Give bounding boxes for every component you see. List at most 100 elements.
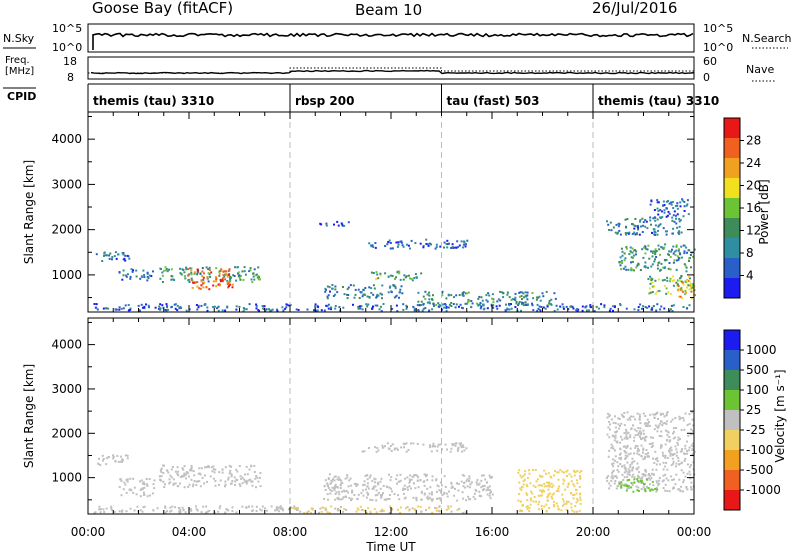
heatmap-cell xyxy=(678,248,680,251)
heatmap-cell xyxy=(657,484,660,487)
heatmap-cell xyxy=(649,489,652,492)
heatmap-cell xyxy=(470,481,473,484)
heatmap-cell xyxy=(682,481,685,484)
heatmap-cell xyxy=(371,487,374,490)
heatmap-cell xyxy=(670,203,673,206)
heatmap-cell xyxy=(663,284,666,287)
heatmap-cell xyxy=(675,427,677,429)
heatmap-cell xyxy=(252,509,255,512)
heatmap-cell xyxy=(618,418,621,420)
heatmap-cell xyxy=(666,490,669,492)
heatmap-cell xyxy=(109,252,112,255)
heatmap-cell xyxy=(249,478,252,481)
heatmap-cell xyxy=(525,483,528,486)
heatmap-cell xyxy=(162,480,165,483)
heatmap-cell xyxy=(222,270,225,273)
heatmap-cell xyxy=(637,432,640,435)
heatmap-cell xyxy=(480,486,483,489)
heatmap-cell xyxy=(221,279,224,282)
heatmap-cell xyxy=(579,498,582,501)
heatmap-cell xyxy=(678,230,681,233)
heatmap-cell xyxy=(621,250,624,253)
heatmap-cell xyxy=(226,273,229,276)
heatmap-cell xyxy=(475,481,478,484)
heatmap-cell xyxy=(654,279,657,282)
heatmap-cell xyxy=(492,301,495,304)
heatmap-cell xyxy=(318,511,320,514)
heatmap-cell xyxy=(405,304,408,307)
heatmap-cell xyxy=(187,279,190,282)
heatmap-cell xyxy=(388,239,391,242)
heatmap-cell xyxy=(610,476,613,479)
heatmap-cell xyxy=(654,292,657,295)
heatmap-cell xyxy=(642,449,645,451)
heatmap-cell xyxy=(631,268,634,271)
heatmap-cell xyxy=(644,474,647,477)
heatmap-cell xyxy=(479,307,482,310)
heatmap-cell xyxy=(339,498,342,501)
heatmap-cell xyxy=(690,464,693,467)
heatmap-cell xyxy=(553,500,555,503)
velocity-colorbar-tick-label: -100 xyxy=(746,443,773,457)
velocity-colorbar-tick-label: -500 xyxy=(746,463,773,477)
heatmap-cell xyxy=(641,224,644,227)
heatmap-cell xyxy=(656,267,659,270)
heatmap-cell xyxy=(362,293,365,296)
heatmap-cell xyxy=(219,479,222,482)
heatmap-cell xyxy=(549,475,552,478)
heatmap-cell xyxy=(197,480,200,483)
heatmap-cell xyxy=(668,250,671,253)
heatmap-cell xyxy=(121,510,123,513)
heatmap-cell xyxy=(195,508,198,511)
heatmap-cell xyxy=(612,309,614,312)
heatmap-cell xyxy=(606,433,609,436)
heatmap-cell xyxy=(323,484,326,487)
heatmap-cell xyxy=(686,307,689,310)
heatmap-cell xyxy=(228,285,230,288)
heatmap-cell xyxy=(463,241,466,243)
heatmap-cell xyxy=(248,505,250,508)
heatmap-cell xyxy=(666,214,669,217)
heatmap-cell xyxy=(389,247,392,250)
heatmap-cell xyxy=(611,474,614,477)
heatmap-cell xyxy=(422,443,425,446)
heatmap-cell xyxy=(419,479,422,482)
heatmap-cell xyxy=(642,429,645,432)
heatmap-cell xyxy=(366,485,369,488)
heatmap-cell xyxy=(329,290,331,293)
heatmap-cell xyxy=(646,455,649,458)
heatmap-cell xyxy=(136,505,139,508)
heatmap-cell xyxy=(632,424,635,427)
heatmap-cell xyxy=(238,465,241,467)
heatmap-cell xyxy=(428,294,431,297)
heatmap-cell xyxy=(565,508,568,511)
heatmap-cell xyxy=(98,508,101,511)
heatmap-cell xyxy=(646,248,649,251)
heatmap-cell xyxy=(379,274,382,277)
heatmap-cell xyxy=(357,288,360,291)
heatmap-cell xyxy=(685,266,688,269)
heatmap-cell xyxy=(409,247,411,250)
heatmap-cell xyxy=(672,304,675,307)
heatmap-cell xyxy=(691,418,694,421)
heatmap-cell xyxy=(653,416,656,419)
heatmap-cell xyxy=(534,469,537,471)
heatmap-cell xyxy=(130,489,133,492)
heatmap-cell xyxy=(124,304,127,307)
heatmap-cell xyxy=(126,273,129,276)
heatmap-cell xyxy=(578,471,581,474)
heatmap-cell xyxy=(630,261,632,264)
heatmap-cell xyxy=(119,478,122,481)
heatmap-cell xyxy=(311,508,314,511)
heatmap-cell xyxy=(382,303,385,305)
heatmap-cell xyxy=(573,494,576,496)
heatmap-cell xyxy=(111,256,114,259)
heatmap-cell xyxy=(417,300,420,303)
heatmap-cell xyxy=(469,498,472,501)
heatmap-cell xyxy=(613,449,616,452)
heatmap-cell xyxy=(177,470,180,473)
heatmap-cell xyxy=(675,465,677,468)
heatmap-cell xyxy=(457,446,460,449)
heatmap-cell xyxy=(651,285,654,288)
heatmap-cell xyxy=(642,256,645,259)
